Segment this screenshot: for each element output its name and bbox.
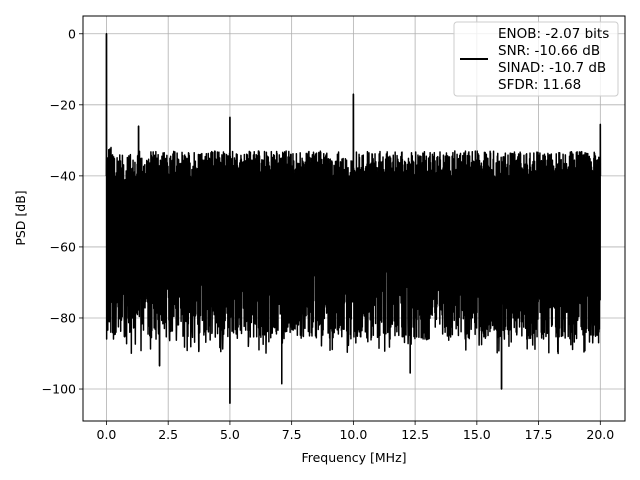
legend-box (453, 21, 619, 97)
x-tick-label: 15.0 (463, 427, 491, 442)
x-axis-label: Frequency [MHz] (301, 450, 406, 465)
y-axis-label: PSD [dB] (13, 190, 28, 245)
legend-snr: SNR: -10.66 dB (498, 43, 600, 59)
x-tick-label: 10.0 (339, 427, 367, 442)
plot-frame (82, 15, 626, 422)
x-tick-label: 2.5 (158, 427, 178, 442)
x-axis: 0.0 2.5 5.0 7.5 10.0 12.5 15.0 17.5 20.0 (97, 421, 614, 442)
x-tick-label: 0.0 (97, 427, 117, 442)
legend: ENOB: -2.07 bits SNR: -10.66 dB SINAD: -… (453, 21, 619, 97)
psd-series-line (105, 33, 602, 404)
x-tick-label: 20.0 (586, 427, 614, 442)
y-tick-label: −20 (50, 97, 76, 112)
psd-trace (105, 33, 602, 404)
legend-sfdr: SFDR: 11.68 (498, 77, 581, 93)
legend-sinad: SINAD: -10.7 dB (498, 60, 606, 76)
y-tick-label: −100 (42, 382, 76, 397)
y-axis: 0 −20 −40 −60 −80 −100 (42, 26, 83, 397)
y-tick-label: −80 (50, 310, 76, 325)
x-tick-label: 17.5 (525, 427, 553, 442)
x-tick-label: 12.5 (401, 427, 429, 442)
y-tick-label: −60 (50, 239, 76, 254)
y-tick-label: −40 (50, 168, 76, 183)
x-tick-label: 5.0 (220, 427, 240, 442)
legend-enob: ENOB: -2.07 bits (498, 26, 609, 42)
y-tick-label: 0 (68, 26, 76, 41)
x-tick-label: 7.5 (282, 427, 302, 442)
